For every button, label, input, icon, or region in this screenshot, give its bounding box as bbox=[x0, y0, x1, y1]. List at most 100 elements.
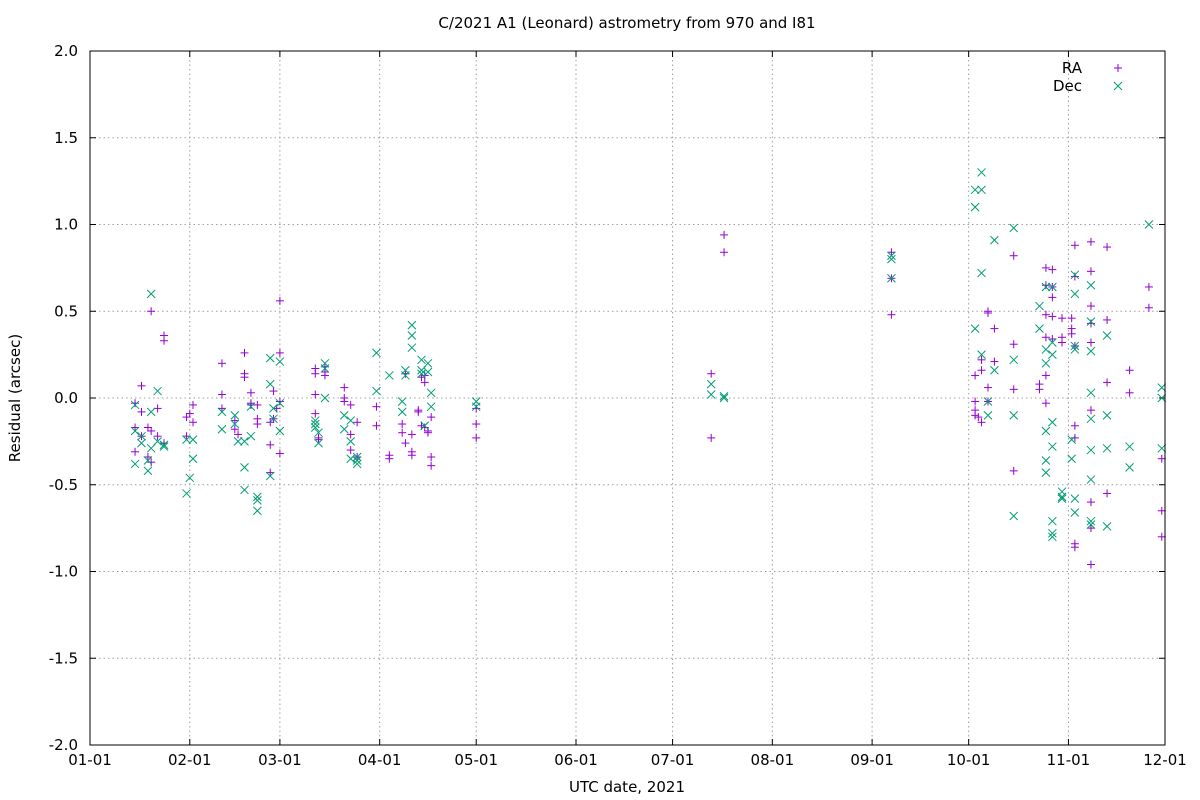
dec-point bbox=[1070, 341, 1080, 351]
dec-point bbox=[310, 419, 320, 429]
dec-point bbox=[407, 331, 417, 340]
ra-point bbox=[353, 418, 362, 427]
x-tick-label: 10-01 bbox=[947, 751, 991, 769]
ra-point bbox=[314, 435, 323, 444]
ra-point bbox=[1070, 433, 1079, 442]
dec-point bbox=[977, 268, 986, 278]
dec-point bbox=[130, 459, 140, 469]
dec-point bbox=[1041, 358, 1051, 368]
dec-point bbox=[217, 407, 227, 417]
ra-point bbox=[401, 439, 410, 448]
ra-point bbox=[1041, 399, 1050, 408]
ra-point bbox=[1048, 293, 1057, 302]
dec-point bbox=[137, 431, 146, 441]
y-tick-label: 2.0 bbox=[54, 42, 78, 60]
ra-point bbox=[1086, 560, 1095, 569]
dec-point bbox=[1086, 445, 1096, 455]
ra-point bbox=[266, 468, 275, 477]
ra-point bbox=[1035, 385, 1044, 394]
ra-point bbox=[417, 373, 426, 382]
ra-point bbox=[217, 390, 226, 399]
dec-point bbox=[188, 454, 198, 464]
x-tick-label: 06-01 bbox=[554, 751, 598, 769]
dec-point bbox=[246, 431, 256, 441]
ra-point bbox=[372, 402, 381, 411]
ra-point bbox=[1070, 421, 1079, 430]
ra-point bbox=[147, 307, 156, 316]
ra-point bbox=[1009, 251, 1018, 260]
ra-point bbox=[401, 369, 410, 378]
ra-point bbox=[407, 430, 416, 439]
x-tick-label: 07-01 bbox=[651, 751, 695, 769]
dec-point bbox=[1125, 442, 1134, 451]
ra-point bbox=[275, 296, 284, 305]
y-tick-label: -2.0 bbox=[49, 736, 78, 754]
dec-point bbox=[1041, 468, 1051, 477]
x-tick-label: 02-01 bbox=[168, 751, 212, 769]
dec-point bbox=[417, 369, 426, 379]
dec-point bbox=[188, 435, 198, 444]
ra-point bbox=[1058, 338, 1067, 347]
ra-point bbox=[234, 430, 243, 439]
ra-point bbox=[398, 420, 407, 429]
dec-point bbox=[417, 355, 426, 365]
dec-point bbox=[401, 371, 410, 380]
dec-point bbox=[269, 414, 278, 424]
ra-point bbox=[983, 383, 992, 392]
dec-point bbox=[1102, 331, 1112, 340]
ra-point bbox=[414, 407, 423, 416]
ra-point bbox=[1157, 506, 1166, 515]
ra-point bbox=[1041, 371, 1050, 380]
dec-point bbox=[1041, 426, 1051, 436]
dec-point bbox=[320, 393, 330, 403]
dec-point bbox=[407, 320, 417, 330]
ra-point bbox=[1103, 243, 1112, 252]
ra-point bbox=[398, 428, 407, 437]
dec-point bbox=[1086, 414, 1096, 424]
dec-point bbox=[269, 404, 278, 413]
dec-point bbox=[1157, 393, 1167, 403]
ra-point bbox=[1086, 302, 1095, 311]
dec-point bbox=[146, 443, 156, 453]
ra-point bbox=[1009, 466, 1018, 475]
dec-point bbox=[1067, 454, 1077, 464]
dec-point bbox=[706, 390, 716, 399]
ra-point bbox=[1086, 237, 1095, 246]
dec-point bbox=[1086, 516, 1096, 526]
dec-point bbox=[420, 421, 430, 431]
ra-point bbox=[340, 383, 349, 392]
dec-point bbox=[990, 365, 999, 375]
ra-point bbox=[971, 371, 980, 380]
x-tick-label: 12-01 bbox=[1143, 751, 1187, 769]
dec-point bbox=[1070, 345, 1080, 354]
dec-point bbox=[719, 391, 729, 401]
dec-point bbox=[217, 424, 227, 434]
dec-point bbox=[1086, 388, 1096, 398]
dec-point bbox=[1070, 289, 1080, 299]
ra-point bbox=[1144, 303, 1153, 312]
ra-point bbox=[131, 423, 140, 432]
dec-point bbox=[426, 388, 436, 398]
dec-point bbox=[314, 428, 323, 438]
ra-point bbox=[1103, 489, 1112, 498]
dec-point bbox=[1035, 324, 1044, 333]
ra-point bbox=[246, 399, 255, 408]
ra-point bbox=[1067, 314, 1076, 323]
dec-point bbox=[970, 202, 980, 212]
dec-point bbox=[253, 506, 262, 516]
ra-point bbox=[372, 421, 381, 430]
ra-point bbox=[266, 440, 275, 449]
dec-point bbox=[706, 379, 716, 389]
dec-point bbox=[346, 416, 356, 425]
dec-point bbox=[265, 471, 275, 481]
ra-point bbox=[188, 418, 197, 427]
ra-point bbox=[1144, 282, 1153, 291]
y-tick-label: 1.0 bbox=[54, 216, 78, 234]
dec-point bbox=[233, 437, 243, 446]
ra-point bbox=[472, 404, 481, 413]
ra-point bbox=[188, 400, 197, 409]
dec-point bbox=[1047, 532, 1057, 542]
ra-point bbox=[420, 378, 429, 387]
dec-point bbox=[1047, 516, 1057, 526]
ra-point bbox=[320, 371, 329, 380]
